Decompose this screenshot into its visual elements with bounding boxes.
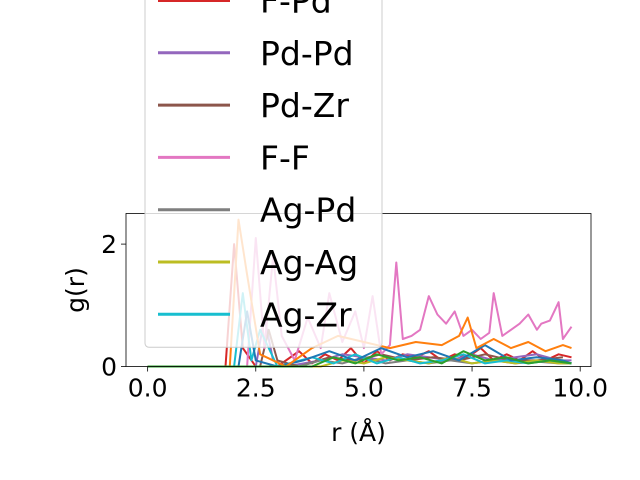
x-tick-label: 5.0 xyxy=(344,374,384,403)
legend: F-Pd Pd-Pd Pd-Zr F-F Ag-Pd Ag-Ag Ag-Zr xyxy=(144,0,383,348)
y-tick-label: 0 xyxy=(101,353,117,382)
legend-label: F-F xyxy=(260,138,310,177)
x-axis-label: r (Å) xyxy=(331,418,386,447)
legend-frame xyxy=(144,0,383,348)
x-tick-label: 10.0 xyxy=(552,374,608,403)
series-line-unlabeled-9 xyxy=(147,350,572,368)
legend-label: Ag-Ag xyxy=(260,243,358,282)
y-axis-label: g(r) xyxy=(61,267,90,313)
x-tick-label: 0.0 xyxy=(128,374,168,403)
x-tick-label: 7.5 xyxy=(452,374,492,403)
x-tick-label: 2.5 xyxy=(236,374,276,403)
legend-label: Ag-Pd xyxy=(260,191,356,230)
legend-label: F-Pd xyxy=(260,0,332,21)
series-line-ag-zr xyxy=(147,292,572,368)
legend-label: Pd-Zr xyxy=(260,86,349,125)
y-tick-label: 2 xyxy=(101,230,117,259)
axis-ticks: 0.0 2.5 5.0 7.5 10.0 0 2 xyxy=(101,230,608,402)
legend-label: Ag-Zr xyxy=(260,295,352,334)
legend-label: Pd-Pd xyxy=(260,34,354,73)
